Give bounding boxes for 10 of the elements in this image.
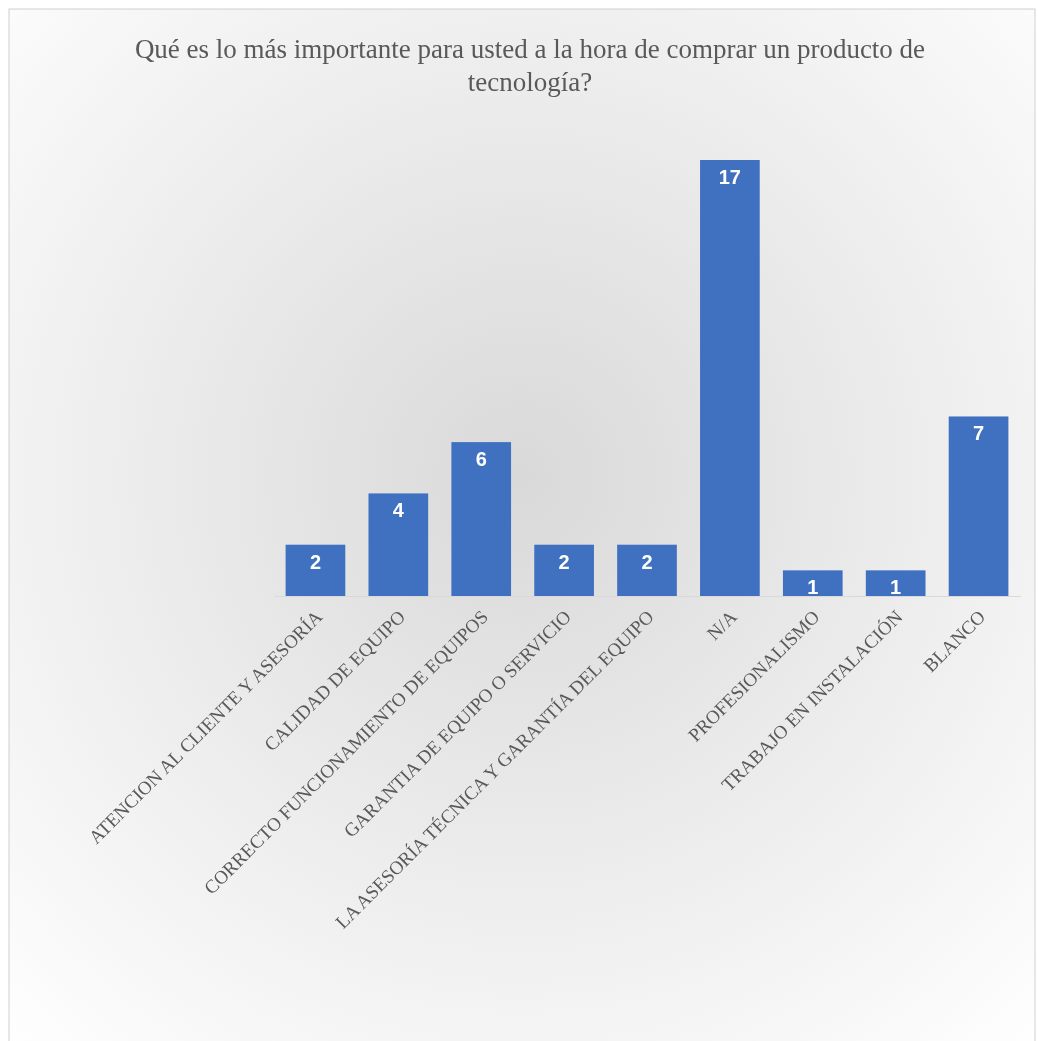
data-label: 7 (972, 422, 985, 445)
data-label: 1 (890, 576, 902, 599)
data-label: 1 (807, 576, 819, 599)
chart-title: Qué es lo más importante para usted a la hora de comprar un producto de tecnología? (134, 34, 926, 97)
data-label: 2 (309, 550, 322, 573)
data-label: 17 (718, 166, 742, 188)
data-label: 2 (558, 550, 570, 573)
data-label: 4 (392, 499, 405, 522)
data-label: 2 (641, 550, 653, 573)
data-label: 6 (475, 448, 487, 471)
